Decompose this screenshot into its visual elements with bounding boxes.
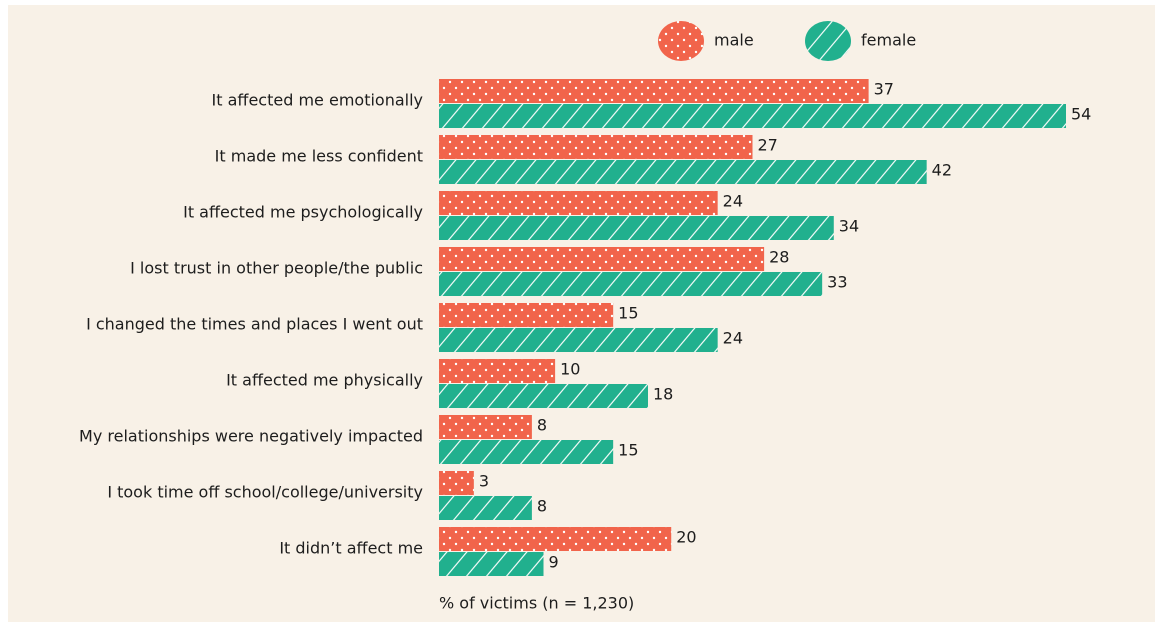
legend-swatch <box>805 21 851 61</box>
category-label: It didn’t affect me <box>279 539 423 558</box>
bar <box>439 272 823 296</box>
value-label: 15 <box>618 304 638 323</box>
value-label: 27 <box>758 136 778 155</box>
category-label: I lost trust in other people/the public <box>130 259 423 278</box>
value-label: 9 <box>549 553 559 572</box>
note: % of victims (n = 1,230) <box>439 594 634 613</box>
bar <box>439 303 614 327</box>
value-label: 24 <box>723 329 743 348</box>
bar <box>439 104 1066 128</box>
category-label: I took time off school/college/universit… <box>107 483 423 502</box>
category-label: It affected me psychologically <box>183 203 423 222</box>
value-label: 37 <box>874 80 894 99</box>
value-label: 54 <box>1071 105 1091 124</box>
bar <box>439 384 648 408</box>
bar <box>439 359 556 383</box>
bar <box>439 440 614 464</box>
bar <box>439 216 834 240</box>
category-label: My relationships were negatively impacte… <box>79 427 423 446</box>
value-label: 33 <box>827 273 847 292</box>
value-label: 3 <box>479 472 489 491</box>
bar <box>439 527 672 551</box>
bar <box>439 328 718 352</box>
category-label: I changed the times and places I went ou… <box>86 315 423 334</box>
bar <box>439 415 532 439</box>
bar <box>439 191 718 215</box>
bar <box>439 247 765 271</box>
bar <box>439 496 532 520</box>
value-label: 8 <box>537 497 547 516</box>
category-label: It affected me emotionally <box>212 91 423 110</box>
bar <box>439 135 753 159</box>
value-label: 42 <box>932 161 952 180</box>
legend-label: female <box>861 31 916 50</box>
bar <box>439 552 544 576</box>
bar <box>439 160 927 184</box>
category-label: It made me less confident <box>215 147 423 166</box>
value-label: 24 <box>723 192 743 211</box>
bar <box>439 79 869 103</box>
bar <box>439 471 474 495</box>
value-label: 18 <box>653 385 673 404</box>
value-label: 8 <box>537 416 547 435</box>
value-label: 34 <box>839 217 859 236</box>
category-label: It affected me physically <box>226 371 423 390</box>
value-label: 28 <box>769 248 789 267</box>
value-label: 20 <box>676 528 696 547</box>
legend-label: male <box>714 31 754 50</box>
value-label: 15 <box>618 441 638 460</box>
value-label: 10 <box>560 360 580 379</box>
legend-swatch <box>658 21 704 61</box>
